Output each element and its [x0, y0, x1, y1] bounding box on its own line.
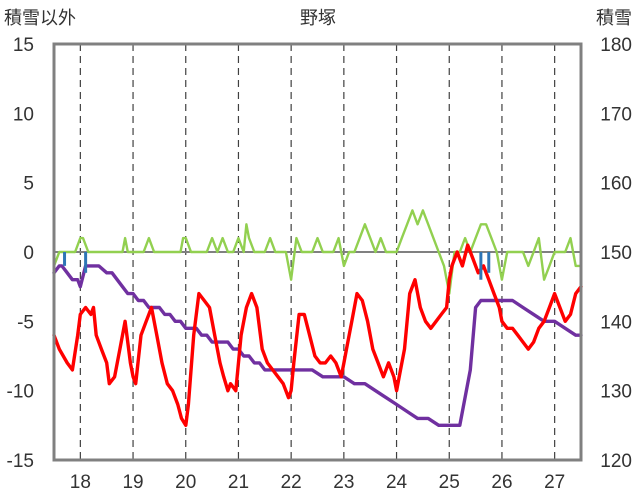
y-left-tick: -10 — [7, 382, 34, 403]
x-tick: 22 — [281, 472, 302, 493]
y-left-tick: 10 — [13, 104, 34, 125]
y-left-tick: 0 — [23, 243, 34, 264]
series-wind — [52, 209, 583, 295]
chart-title: 野塚 — [300, 8, 336, 28]
y-right-tick: 160 — [600, 174, 632, 195]
x-tick: 27 — [544, 472, 565, 493]
series-temperature — [52, 243, 583, 427]
series-snow-depth — [52, 264, 583, 427]
y-left-tick: -5 — [17, 312, 34, 333]
y-right-tick: 130 — [600, 382, 632, 403]
x-tick: 24 — [386, 472, 408, 493]
x-tick: 23 — [333, 472, 354, 493]
x-tick: 21 — [228, 472, 249, 493]
series-layer — [52, 209, 583, 427]
x-tick: 26 — [491, 472, 512, 493]
right-axis-ticks: 180 170 160 150 140 130 120 — [600, 35, 632, 472]
y-right-tick: 140 — [600, 312, 632, 333]
left-axis-label: 積雪以外 — [4, 8, 76, 28]
left-axis-ticks: 15 10 5 0 -5 -10 -15 — [7, 35, 34, 472]
x-axis-ticks: 18 19 20 21 22 23 24 25 26 27 — [70, 472, 565, 493]
x-tick: 18 — [70, 472, 91, 493]
y-right-tick: 180 — [600, 35, 632, 56]
y-left-tick: 15 — [13, 35, 34, 56]
plot-frame — [52, 42, 583, 462]
y-right-tick: 170 — [600, 104, 632, 125]
x-tick: 20 — [175, 472, 196, 493]
right-axis-label: 積雪 — [596, 8, 632, 28]
y-left-tick: 5 — [23, 174, 34, 195]
y-right-tick: 150 — [600, 243, 632, 264]
x-tick: 19 — [122, 472, 143, 493]
y-right-tick: 120 — [600, 451, 632, 472]
x-tick: 25 — [439, 472, 460, 493]
y-left-tick: -15 — [7, 451, 34, 472]
